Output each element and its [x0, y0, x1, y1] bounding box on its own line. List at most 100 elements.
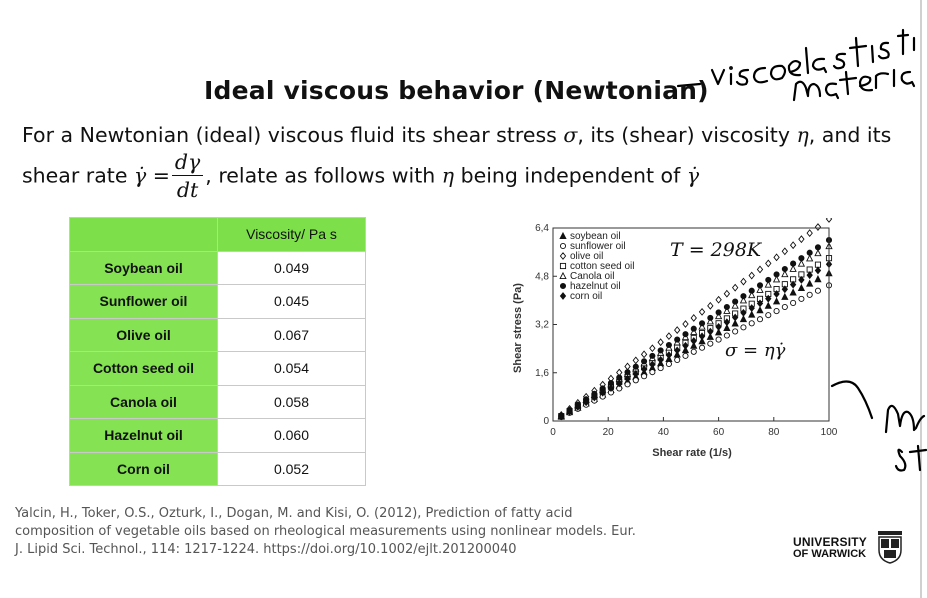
legend-marker [559, 262, 567, 270]
data-point [674, 326, 681, 334]
data-point [698, 320, 706, 327]
data-point [632, 370, 639, 378]
data-point [723, 289, 731, 298]
data-point [641, 358, 648, 365]
data-point [739, 296, 748, 304]
data-point [624, 374, 631, 383]
data-point [715, 336, 722, 343]
intro-line-1: For a Newtonian (ideal) viscous fluid it… [22, 123, 891, 147]
legend-marker [559, 242, 567, 250]
data-point [723, 303, 730, 311]
data-point [806, 229, 813, 238]
data-point [599, 388, 606, 397]
data-point [690, 348, 697, 355]
data-point [814, 266, 822, 275]
x-tick-label: 40 [658, 427, 670, 438]
x-tick-label: 80 [768, 427, 780, 438]
data-point [723, 332, 730, 339]
data-point [740, 324, 747, 331]
data-point [649, 344, 656, 353]
y-tick-label: 0 [543, 416, 549, 427]
intro-text: For a Newtonian (ideal) viscous fluid it… [22, 123, 564, 147]
data-point [732, 298, 739, 305]
y-axis-label: Shear stress (Pa) [512, 283, 524, 373]
data-point [640, 365, 648, 374]
data-point [789, 288, 797, 296]
table-header-blank [69, 217, 218, 252]
legend-marker [559, 252, 567, 260]
data-point [649, 369, 656, 376]
data-point [814, 223, 822, 231]
data-point [781, 303, 788, 311]
data-point [690, 325, 697, 332]
data-point [698, 337, 706, 345]
data-point [682, 341, 689, 350]
data-point [682, 331, 689, 338]
data-point [690, 341, 698, 349]
data-point [790, 260, 797, 267]
handwritten-dash-top [676, 82, 702, 88]
data-point [723, 306, 731, 314]
data-point [632, 356, 639, 365]
data-point [814, 248, 822, 257]
data-point [740, 308, 747, 317]
data-point [806, 249, 813, 256]
intro-text: , its (shear) viscosity [577, 123, 797, 147]
data-point [789, 264, 797, 272]
data-point [748, 287, 755, 294]
intro-text: , and its [808, 123, 892, 147]
data-point [748, 271, 755, 280]
legend-entry: sunflower oil [570, 241, 626, 252]
legend-entry: corn oil [570, 291, 602, 302]
data-point [682, 352, 689, 359]
y-tick-label: 3,2 [535, 320, 549, 331]
data-point [714, 311, 723, 320]
table-row: Olive oil 0.067 [69, 317, 366, 352]
data-point [772, 297, 781, 305]
data-point [657, 347, 664, 354]
oil-name-cell: Corn oil [69, 451, 218, 486]
data-point [773, 308, 780, 315]
table-header-row: Viscosity/ Pa s [69, 217, 366, 252]
data-point [723, 323, 731, 331]
gamma-dot-symbol: γ̇ [686, 163, 700, 188]
data-point [607, 384, 615, 392]
data-point [657, 338, 664, 347]
fraction-numerator: dγ [171, 150, 204, 176]
oil-name-cell: Sunflower oil [69, 284, 218, 319]
data-point [748, 310, 756, 318]
data-point [790, 299, 797, 306]
shear-stress-chart: 0 20 40 60 80 100 0 1,6 3,2 4,8 6,4 soybean oilsun… [512, 218, 838, 459]
data-point [682, 320, 689, 328]
data-point [740, 277, 747, 286]
chart-points-group [557, 218, 833, 421]
d-gamma-dt-fraction: dγ dt [171, 150, 204, 203]
data-point [624, 369, 631, 376]
data-point [773, 253, 780, 262]
page-edge-line [920, 0, 922, 598]
data-point [806, 279, 814, 287]
viscosity-value-cell: 0.060 [217, 418, 366, 453]
handwritten-arrow-right [830, 380, 874, 420]
legend-marker [559, 271, 567, 280]
table-header-viscosity: Viscosity/ Pa s [217, 217, 366, 252]
viscosity-value-cell: 0.049 [217, 250, 366, 285]
oil-name-cell: Olive oil [69, 317, 218, 352]
data-point [781, 265, 788, 273]
viscosity-value-cell: 0.058 [217, 384, 366, 419]
oil-name-cell: Canola oil [69, 384, 218, 419]
data-point [789, 280, 797, 289]
data-point [665, 332, 673, 341]
data-point [715, 322, 722, 331]
intro-text: shear rate [22, 163, 134, 188]
temperature-annotation: T = 298K [670, 239, 763, 261]
logo-text-line2: OF WARWICK [793, 548, 867, 560]
data-point [756, 299, 764, 308]
data-point [698, 332, 706, 341]
legend-marker [559, 282, 567, 290]
table-row: Sunflower oil 0.045 [69, 284, 366, 319]
viscosity-table: Viscosity/ Pa s Soybean oil 0.049 Sunflow… [69, 217, 366, 486]
data-point [632, 377, 639, 384]
reference-line: composition of vegetable oils based on r… [15, 524, 636, 539]
viscosity-value-cell: 0.052 [217, 451, 366, 486]
